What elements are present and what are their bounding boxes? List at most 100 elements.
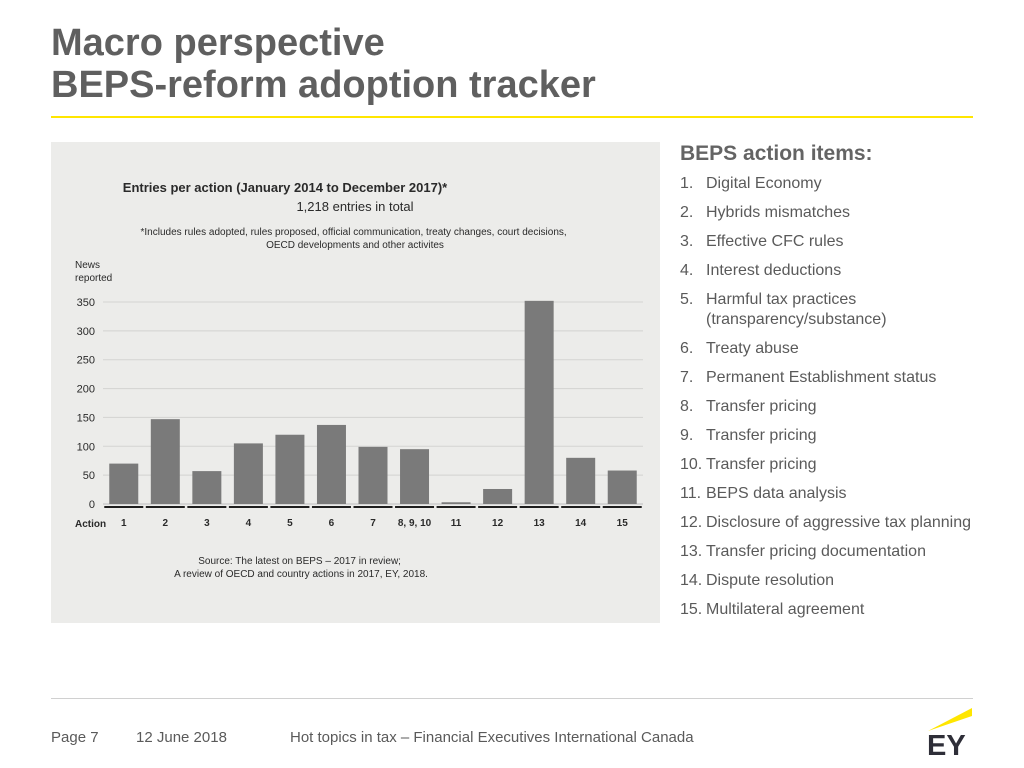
action-item-number: 1. — [680, 175, 694, 192]
action-item-text: Dispute resolution — [706, 572, 835, 589]
action-item: 5. Harmful tax practices (transparency/su… — [680, 290, 1000, 330]
action-item: 2. Hybrids mismatches — [680, 203, 1000, 223]
y-tick-label: 200 — [77, 384, 95, 396]
action-item-number: 5. — [680, 291, 694, 308]
chart-title: Entries per action (January 2014 to Dece… — [123, 180, 448, 195]
beps-action-items: BEPS action items: 1. Digital Economy 2. Hy… — [680, 142, 1000, 629]
chart-subtitle: 1,218 entries in total — [296, 199, 413, 214]
ey-logo-beam — [928, 708, 972, 731]
bar — [358, 446, 388, 504]
action-item-text: Hybrids mismatches — [706, 204, 851, 221]
action-item-number: 9. — [680, 427, 694, 444]
bar — [316, 424, 346, 504]
action-item-text: BEPS data analysis — [706, 485, 847, 502]
action-item: 8. Transfer pricing — [680, 397, 1000, 417]
x-tick-label: 15 — [617, 518, 629, 529]
action-item-number: 10. — [680, 456, 703, 473]
action-items-heading: BEPS action items: — [680, 142, 873, 165]
bar — [483, 488, 513, 504]
action-item: 14. Dispute resolution — [680, 571, 1000, 591]
x-tick-label: 1 — [121, 518, 127, 529]
x-tick-label: 12 — [492, 518, 504, 529]
y-tick-label: 350 — [77, 297, 95, 309]
bar-chart: Entries per action (January 2014 to Dece… — [75, 180, 643, 580]
y-tick-label: 0 — [89, 499, 95, 511]
bar — [109, 463, 139, 504]
x-axis-label: Action — [75, 519, 106, 530]
page-title-line-1: Macro perspective — [51, 22, 385, 64]
footer-event: Hot topics in tax – Financial Executives… — [290, 729, 694, 746]
action-item-text: Harmful tax practices (transparency/subs… — [706, 291, 887, 328]
action-item-number: 8. — [680, 398, 694, 415]
action-item-text: Disclosure of aggressive tax planning — [706, 514, 972, 531]
bar — [566, 457, 596, 504]
x-tick-label: 14 — [575, 518, 587, 529]
x-tick-label: 8, 9, 10 — [398, 518, 432, 529]
y-tick-label: 50 — [83, 470, 95, 482]
y-tick-label: 100 — [77, 441, 95, 453]
x-tick-label: 2 — [163, 518, 169, 529]
footer-page-number: Page 7 — [51, 729, 99, 746]
y-axis-label: News reported — [75, 260, 112, 284]
action-item-text: Multilateral agreement — [706, 601, 865, 618]
action-item: 3. Effective CFC rules — [680, 232, 1000, 252]
action-items-list: 1. Digital Economy 2. Hybrids mismatches 3. E… — [680, 174, 1000, 620]
action-item: 7. Permanent Establishment status — [680, 368, 1000, 388]
action-item-text: Permanent Establishment status — [706, 369, 937, 386]
action-item-text: Transfer pricing documentation — [706, 543, 926, 560]
action-item-number: 4. — [680, 262, 694, 279]
chart-source-line-2: A review of OECD and country actions in … — [174, 569, 428, 580]
bar — [192, 471, 222, 504]
chart-note-line-1: *Includes rules adopted, rules proposed,… — [141, 227, 567, 238]
y-tick-label: 300 — [77, 326, 95, 338]
footer-divider — [51, 698, 973, 699]
action-item-text: Digital Economy — [706, 175, 822, 192]
y-tick-label: 250 — [77, 355, 95, 367]
action-item-text: Effective CFC rules — [706, 233, 844, 250]
y-axis-label-line-2: reported — [75, 273, 112, 284]
chart-panel: Entries per action (January 2014 to Dece… — [51, 142, 660, 623]
action-item-number: 15. — [680, 601, 703, 618]
ey-logo: EY — [927, 708, 972, 758]
action-item: 10. Transfer pricing — [680, 455, 1000, 475]
page-title-line-2: BEPS-reform adoption tracker — [51, 64, 596, 106]
action-item: 12. Disclosure of aggressive tax planning — [680, 513, 1000, 533]
y-tick-label: 150 — [77, 412, 95, 424]
action-item-text: Transfer pricing — [706, 427, 817, 444]
action-item-text: Treaty abuse — [706, 340, 799, 357]
bar — [233, 443, 263, 504]
x-tick-label: 11 — [451, 518, 462, 529]
action-item: 1. Digital Economy — [680, 174, 1000, 194]
action-item: 6. Treaty abuse — [680, 339, 1000, 359]
action-item-number: 12. — [680, 514, 703, 531]
ey-logo-text: EY — [927, 730, 966, 758]
action-item-number: 11. — [680, 485, 702, 502]
action-item-text: Interest deductions — [706, 262, 842, 279]
action-item-number: 7. — [680, 369, 694, 386]
bar — [150, 419, 180, 504]
bar — [275, 434, 305, 504]
action-item: 4. Interest deductions — [680, 261, 1000, 281]
chart-note: *Includes rules adopted, rules proposed,… — [141, 227, 570, 251]
y-axis-label-line-1: News — [75, 260, 100, 271]
action-item: 11. BEPS data analysis — [680, 484, 1000, 504]
x-tick-label: 3 — [204, 518, 210, 529]
x-tick-label: 4 — [246, 518, 252, 529]
x-tick-label: 6 — [329, 518, 335, 529]
title-divider — [51, 116, 973, 118]
action-item: 9. Transfer pricing — [680, 426, 1000, 446]
footer-date: 12 June 2018 — [136, 729, 227, 746]
action-item-number: 2. — [680, 204, 694, 221]
chart-source: Source: The latest on BEPS – 2017 in rev… — [174, 556, 428, 580]
chart-note-line-2: OECD developments and other activites — [266, 240, 444, 251]
action-item-number: 13. — [680, 543, 703, 560]
action-item-text: Transfer pricing — [706, 398, 817, 415]
action-item: 15. Multilateral agreement — [680, 600, 1000, 620]
bar — [441, 502, 471, 504]
page-title: Macro perspective BEPS-reform adoption t… — [51, 22, 596, 106]
x-tick-label: 13 — [534, 518, 546, 529]
x-tick-label: 7 — [370, 518, 376, 529]
bar — [524, 300, 554, 504]
chart-source-line-1: Source: The latest on BEPS – 2017 in rev… — [198, 556, 401, 567]
action-item-text: Transfer pricing — [706, 456, 817, 473]
